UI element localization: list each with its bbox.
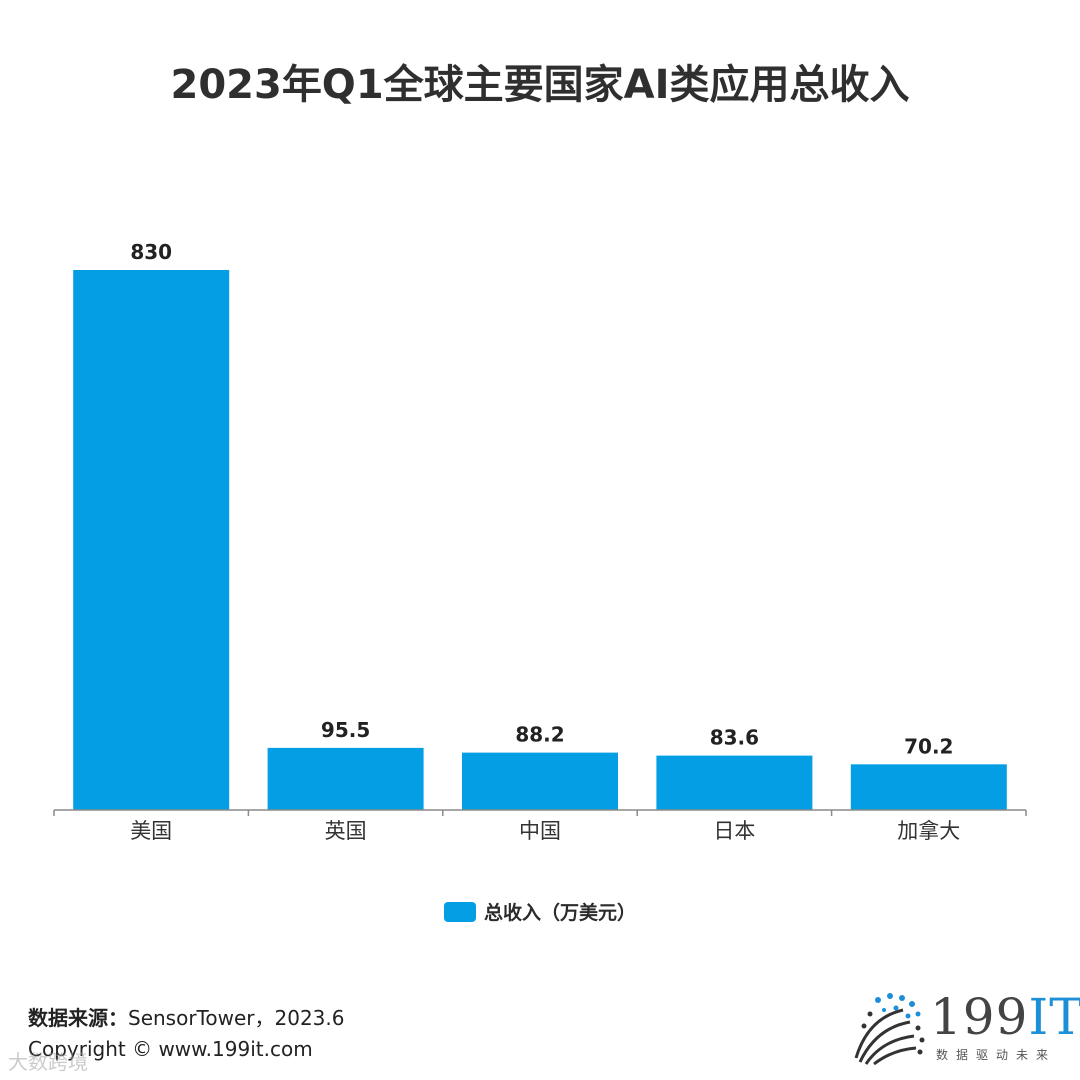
- logo-text: 199IT: [930, 988, 1080, 1046]
- watermark: 大数跨境: [8, 1050, 88, 1074]
- data-label-4: 70.2: [904, 734, 953, 758]
- bar-0: [73, 270, 230, 810]
- chart-title: 2023年Q1全球主要国家AI类应用总收入: [170, 62, 910, 108]
- x-tick-label-0: 美国: [130, 819, 172, 843]
- bar-1: [267, 747, 424, 810]
- logo-dots-icon: [854, 993, 925, 1066]
- data-source: 数据来源：SensorTower，2023.6: [28, 1002, 344, 1031]
- copyright: Copyright © www.199it.com: [28, 1037, 313, 1061]
- x-tick-label-3: 日本: [713, 819, 755, 843]
- x-tick-label-1: 英国: [325, 819, 367, 843]
- data-source-value: SensorTower，2023.6: [128, 1006, 345, 1030]
- x-tick-label-4: 加拿大: [897, 819, 960, 843]
- data-label-0: 830: [130, 240, 172, 264]
- logo-slogan: 数据驱动未来: [936, 1048, 1057, 1062]
- data-label-2: 88.2: [515, 723, 564, 747]
- bar-4: [850, 764, 1007, 810]
- bar-3: [656, 755, 813, 810]
- legend-label: 总收入（万美元）: [483, 902, 636, 924]
- data-label-3: 83.6: [710, 726, 759, 750]
- data-source-label: 数据来源：: [28, 1006, 128, 1030]
- x-tick-label-2: 中国: [519, 819, 561, 843]
- data-label-1: 95.5: [321, 718, 370, 742]
- legend-swatch: [443, 901, 476, 922]
- bar-2: [462, 752, 618, 810]
- legend: 总收入（万美元）: [0, 898, 1080, 925]
- logo-199it: 199IT 数据驱动未来: [848, 988, 1080, 1070]
